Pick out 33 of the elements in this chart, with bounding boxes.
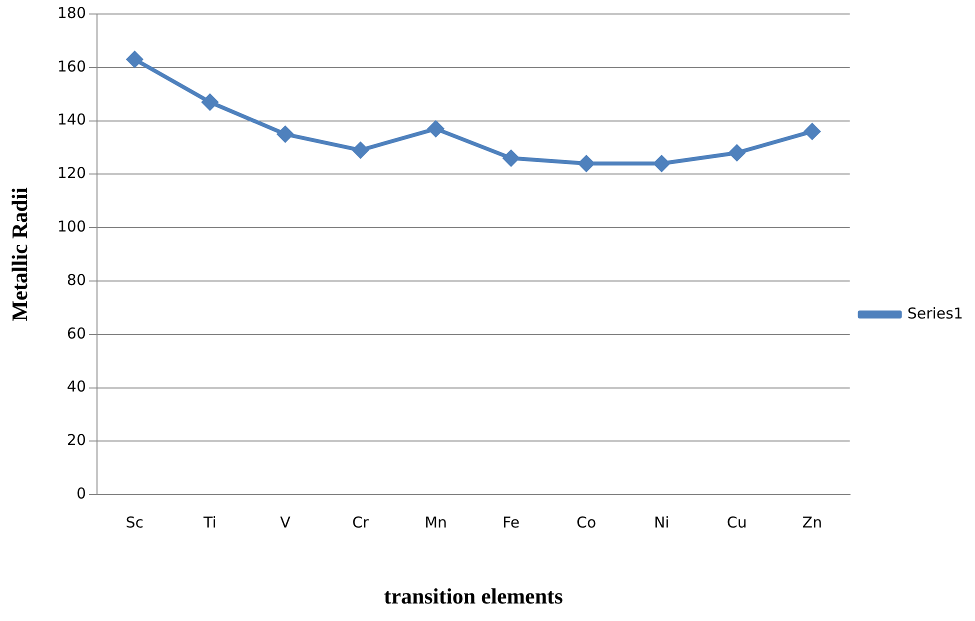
- point: [202, 94, 218, 110]
- x-tick-label: Cr: [352, 513, 370, 532]
- x-tick-label: Cu: [726, 513, 747, 532]
- y-axis-title: Metallic Radii: [6, 187, 32, 322]
- y-tick-label: 180: [57, 4, 86, 22]
- y-tick-label: 160: [57, 57, 86, 76]
- point: [126, 51, 143, 68]
- x-tick-label: Ti: [202, 513, 216, 532]
- point: [728, 144, 745, 161]
- point: [277, 126, 294, 142]
- x-tick-label: Fe: [502, 513, 520, 532]
- point: [804, 123, 820, 140]
- x-tick-label: Ni: [654, 513, 670, 532]
- x-tick-label: Zn: [802, 513, 822, 532]
- y-tick-label: 100: [57, 217, 86, 236]
- x-tick-label: Mn: [424, 513, 448, 532]
- x-tick-label: V: [280, 513, 292, 532]
- x-tick-label: Sc: [126, 513, 144, 532]
- y-tick-label: 40: [66, 378, 86, 396]
- y-tick-label: 60: [66, 324, 86, 342]
- point: [503, 150, 520, 166]
- y-tick-label: 120: [57, 164, 86, 182]
- y-tick-label: 20: [66, 431, 86, 450]
- x-axis-title: transition elements: [384, 583, 564, 608]
- y-tick-label: 80: [66, 270, 86, 289]
- point: [654, 156, 670, 172]
- point: [428, 120, 444, 137]
- point: [578, 156, 594, 172]
- y-tick-label: 0: [76, 484, 86, 502]
- legend-label: Series1: [907, 304, 963, 322]
- y-tick-label: 140: [57, 110, 86, 129]
- x-tick-label: Co: [576, 513, 596, 532]
- point: [352, 142, 369, 158]
